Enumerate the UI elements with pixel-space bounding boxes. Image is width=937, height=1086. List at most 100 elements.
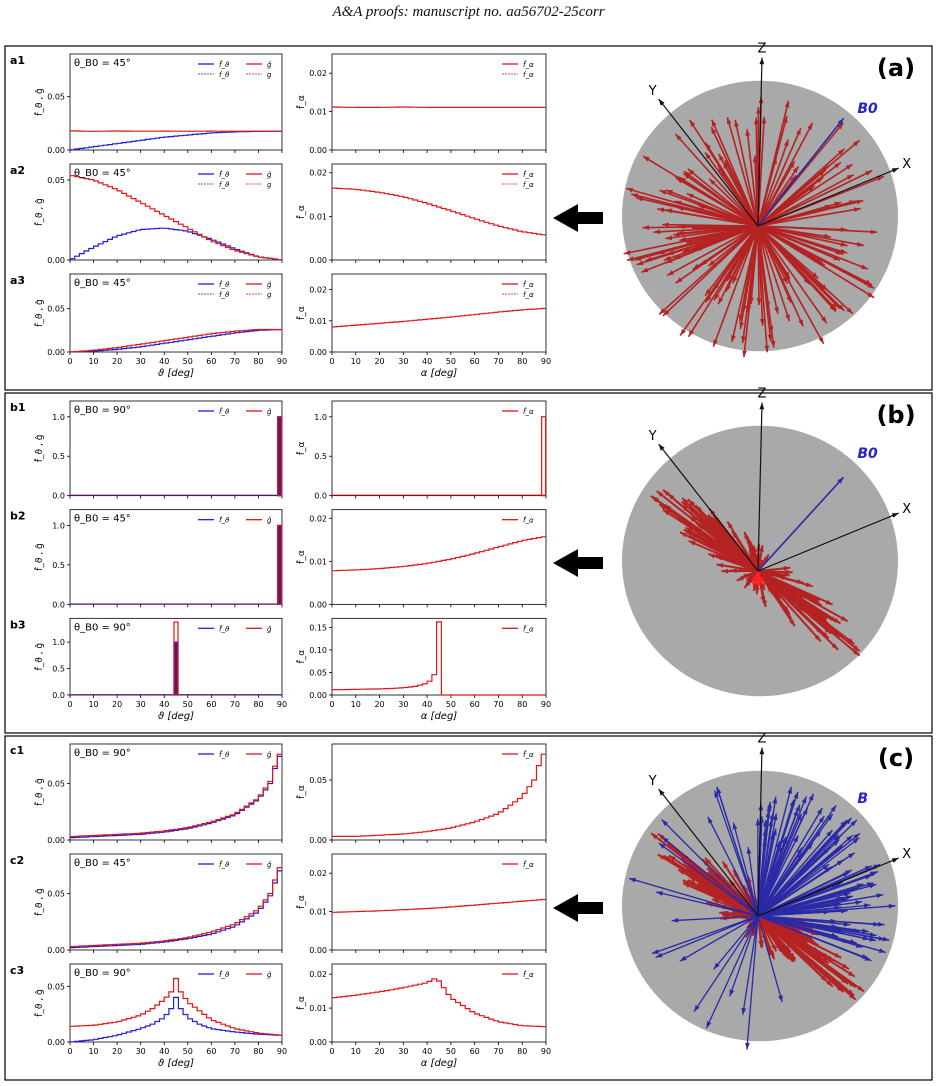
field-vector-blue: [729, 915, 759, 997]
panel-b3: 0.0 0.5 1.0 0 10 20 30 40 50 60 70 80 90 ϑ [deg] f̂_ϑ …: [10, 617, 551, 722]
arrow-head: [718, 153, 724, 161]
arrow-head: [761, 600, 767, 608]
arrow-head: [712, 899, 720, 904]
legend-label: ĝ: [267, 751, 272, 759]
arrow-head: [785, 612, 792, 619]
arrow-head: [783, 565, 791, 571]
arrow-head: [759, 747, 765, 755]
field-vector-blue: [757, 892, 851, 917]
field-vector-blue: [757, 829, 767, 917]
arrow-head: [844, 869, 852, 876]
arrow-head: [846, 895, 853, 900]
arrow-head: [711, 127, 717, 135]
y-axis-label: f̂_ϑ , ĝ: [33, 88, 45, 116]
panel-label: c1: [10, 744, 24, 757]
arrow-head: [836, 859, 844, 866]
field-vector-red: [712, 225, 759, 347]
axis-z-label: Z: [758, 42, 767, 57]
field-vector-red: [757, 207, 861, 227]
y-tick-label: 0.00: [309, 600, 327, 609]
arrow-head: [807, 185, 815, 192]
y-axis-label: f̂_ϑ , ĝ: [33, 989, 45, 1017]
arrow-head: [807, 122, 813, 130]
y-tick-label: 0.05: [47, 176, 65, 185]
y-tick-label: 0.00: [309, 946, 327, 955]
field-vector-red: [674, 133, 759, 227]
field-vector-red: [757, 122, 814, 227]
arrow-head: [716, 563, 724, 568]
arrow-head: [741, 336, 746, 343]
legend-label: ĝ: [267, 281, 272, 289]
arrow-head: [847, 852, 855, 859]
arrow-head: [850, 820, 857, 827]
x-tick-label: 60: [206, 1047, 216, 1056]
legend-label: f_ϑ: [219, 71, 230, 79]
legend-label: f̂_ϑ: [219, 751, 230, 759]
x-tick-label: 80: [517, 700, 527, 709]
arrow-head: [714, 520, 721, 527]
x-tick-label: 50: [183, 700, 193, 709]
field-vector-blue: [757, 882, 874, 917]
arrow-head: [834, 162, 841, 169]
x-tick-label: 50: [183, 357, 193, 366]
field-vector-blue: [757, 874, 873, 917]
spike-bar: [277, 524, 283, 605]
arrow-head: [852, 645, 860, 652]
left-plot-frame: [69, 509, 283, 605]
arrow-head: [841, 977, 849, 984]
arrow-head: [856, 199, 864, 205]
field-vector-red: [666, 225, 759, 277]
arrow-head: [695, 505, 702, 512]
arrow-head: [878, 936, 886, 941]
x-axis-label: ϑ [deg]: [158, 368, 194, 379]
y-axis-label: f̂_ϑ , ĝ: [33, 198, 45, 226]
field-vector-red: [757, 570, 824, 635]
panel-a2: 0.00 0.05 f̂_ϑ , ĝ a2 θ_B0 = 45° f̂_ϑ ĝ f_ϑ g 0.0…: [10, 163, 547, 265]
x-tick-label: 90: [541, 357, 551, 366]
x-tick-label: 0: [329, 1047, 334, 1056]
arrow-head: [811, 272, 819, 279]
arrow-head: [734, 119, 739, 127]
arrow-head: [708, 515, 715, 522]
x-tick-label: 20: [374, 700, 384, 709]
arrow-head: [837, 122, 844, 130]
x-axis-label: ϑ [deg]: [158, 711, 194, 722]
arrow-head: [830, 805, 837, 813]
arrow-head: [731, 335, 736, 343]
arrow-head: [708, 553, 716, 559]
arrow-head: [857, 985, 864, 992]
y-tick-label: 0.00: [47, 1038, 65, 1047]
arrow-head: [729, 989, 735, 997]
series-line-red: [332, 536, 546, 572]
field-vector-red: [710, 119, 759, 227]
arrow-head: [675, 133, 682, 141]
arrow-head: [793, 809, 798, 817]
arrow-head: [655, 952, 663, 958]
legend-label: f̂_α: [523, 281, 534, 289]
arrow-head: [826, 814, 833, 821]
y-tick-label: 0.10: [309, 646, 327, 655]
arrow-head: [636, 196, 644, 202]
field-vector-red: [650, 495, 759, 572]
arrow-head: [840, 908, 848, 914]
row-frame: [4, 392, 933, 734]
field-vector-blue: [658, 842, 759, 917]
field-vector-blue: [757, 915, 783, 1003]
y-tick-label: 0.02: [309, 69, 327, 78]
y-axis-label: f̂_α: [295, 785, 307, 799]
axis-y-label: Y: [648, 84, 657, 99]
field-vector-red: [731, 530, 759, 572]
arrow-head: [840, 820, 847, 827]
arrow-head: [663, 255, 671, 261]
arrow-head: [665, 235, 673, 241]
arrow-head: [823, 847, 831, 854]
arrow-head: [681, 854, 689, 861]
y-tick-label: 0.00: [309, 836, 327, 845]
field-vector-red: [757, 225, 878, 234]
panel-label: a3: [10, 274, 25, 287]
right-plot-frame: [331, 617, 547, 696]
field-vector-blue: [757, 842, 814, 917]
y-tick-label: 1.0: [314, 413, 327, 422]
theta-label: θ_B0 = 45°: [74, 58, 131, 69]
arrow-head: [718, 165, 724, 173]
